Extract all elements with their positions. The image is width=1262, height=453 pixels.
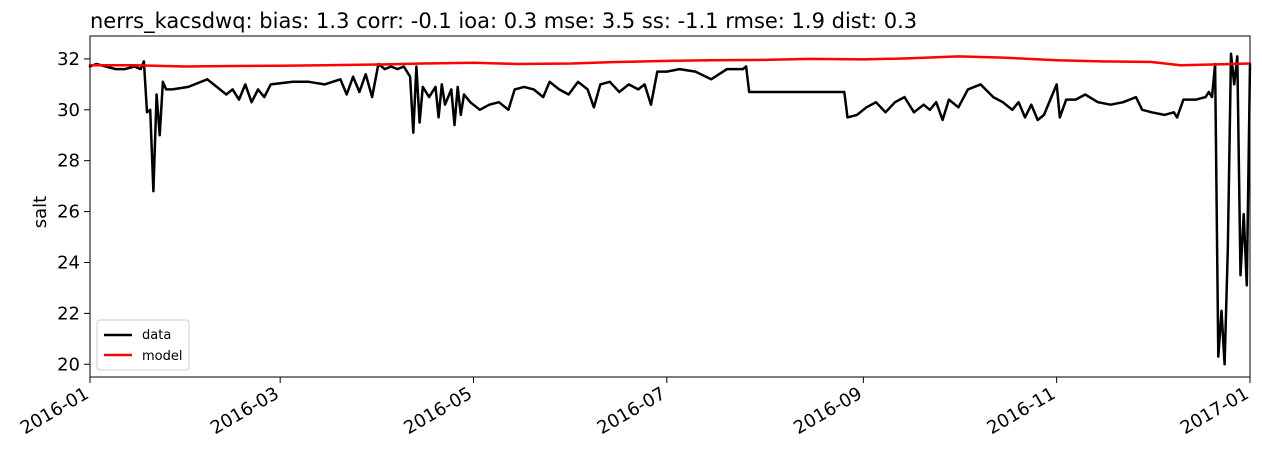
legend-box bbox=[96, 319, 190, 371]
plot-frame bbox=[89, 35, 1251, 378]
legend-label-data: data bbox=[142, 328, 171, 343]
y-tick-label: 26 bbox=[57, 202, 80, 223]
legend-label-model: model bbox=[142, 349, 182, 364]
x-tick-label: 2016-03 bbox=[207, 383, 283, 439]
y-tick-label: 28 bbox=[57, 151, 80, 172]
x-tick-label: 2016-11 bbox=[984, 383, 1060, 439]
series-line-model bbox=[88, 55, 1252, 68]
y-tick-label: 30 bbox=[57, 100, 80, 121]
x-tick-label: 2016-05 bbox=[400, 383, 476, 439]
chart-title: nerrs_kacsdwq: bias: 1.3 corr: -0.1 ioa:… bbox=[90, 9, 917, 34]
y-tick-label: 32 bbox=[57, 49, 80, 70]
y-tick-label: 20 bbox=[57, 354, 80, 375]
y-tick-label: 22 bbox=[57, 303, 80, 324]
series-layer bbox=[88, 52, 1252, 366]
x-tick-label: 2017-01 bbox=[1177, 383, 1253, 439]
y-axis-label: salt bbox=[30, 196, 51, 228]
y-axis: 20 22 24 26 28 30 32 bbox=[57, 49, 90, 375]
x-tick-label: 2016-07 bbox=[594, 383, 670, 439]
x-tick-label: 2016-09 bbox=[790, 383, 866, 439]
series-line-data bbox=[88, 52, 1252, 366]
x-axis: 2016-01 2016-03 2016-05 2016-07 2016-09 2016-… bbox=[17, 377, 1253, 439]
x-tick-label: 2016-01 bbox=[17, 383, 93, 439]
legend: data model bbox=[96, 319, 190, 371]
y-tick-label: 24 bbox=[57, 252, 80, 273]
